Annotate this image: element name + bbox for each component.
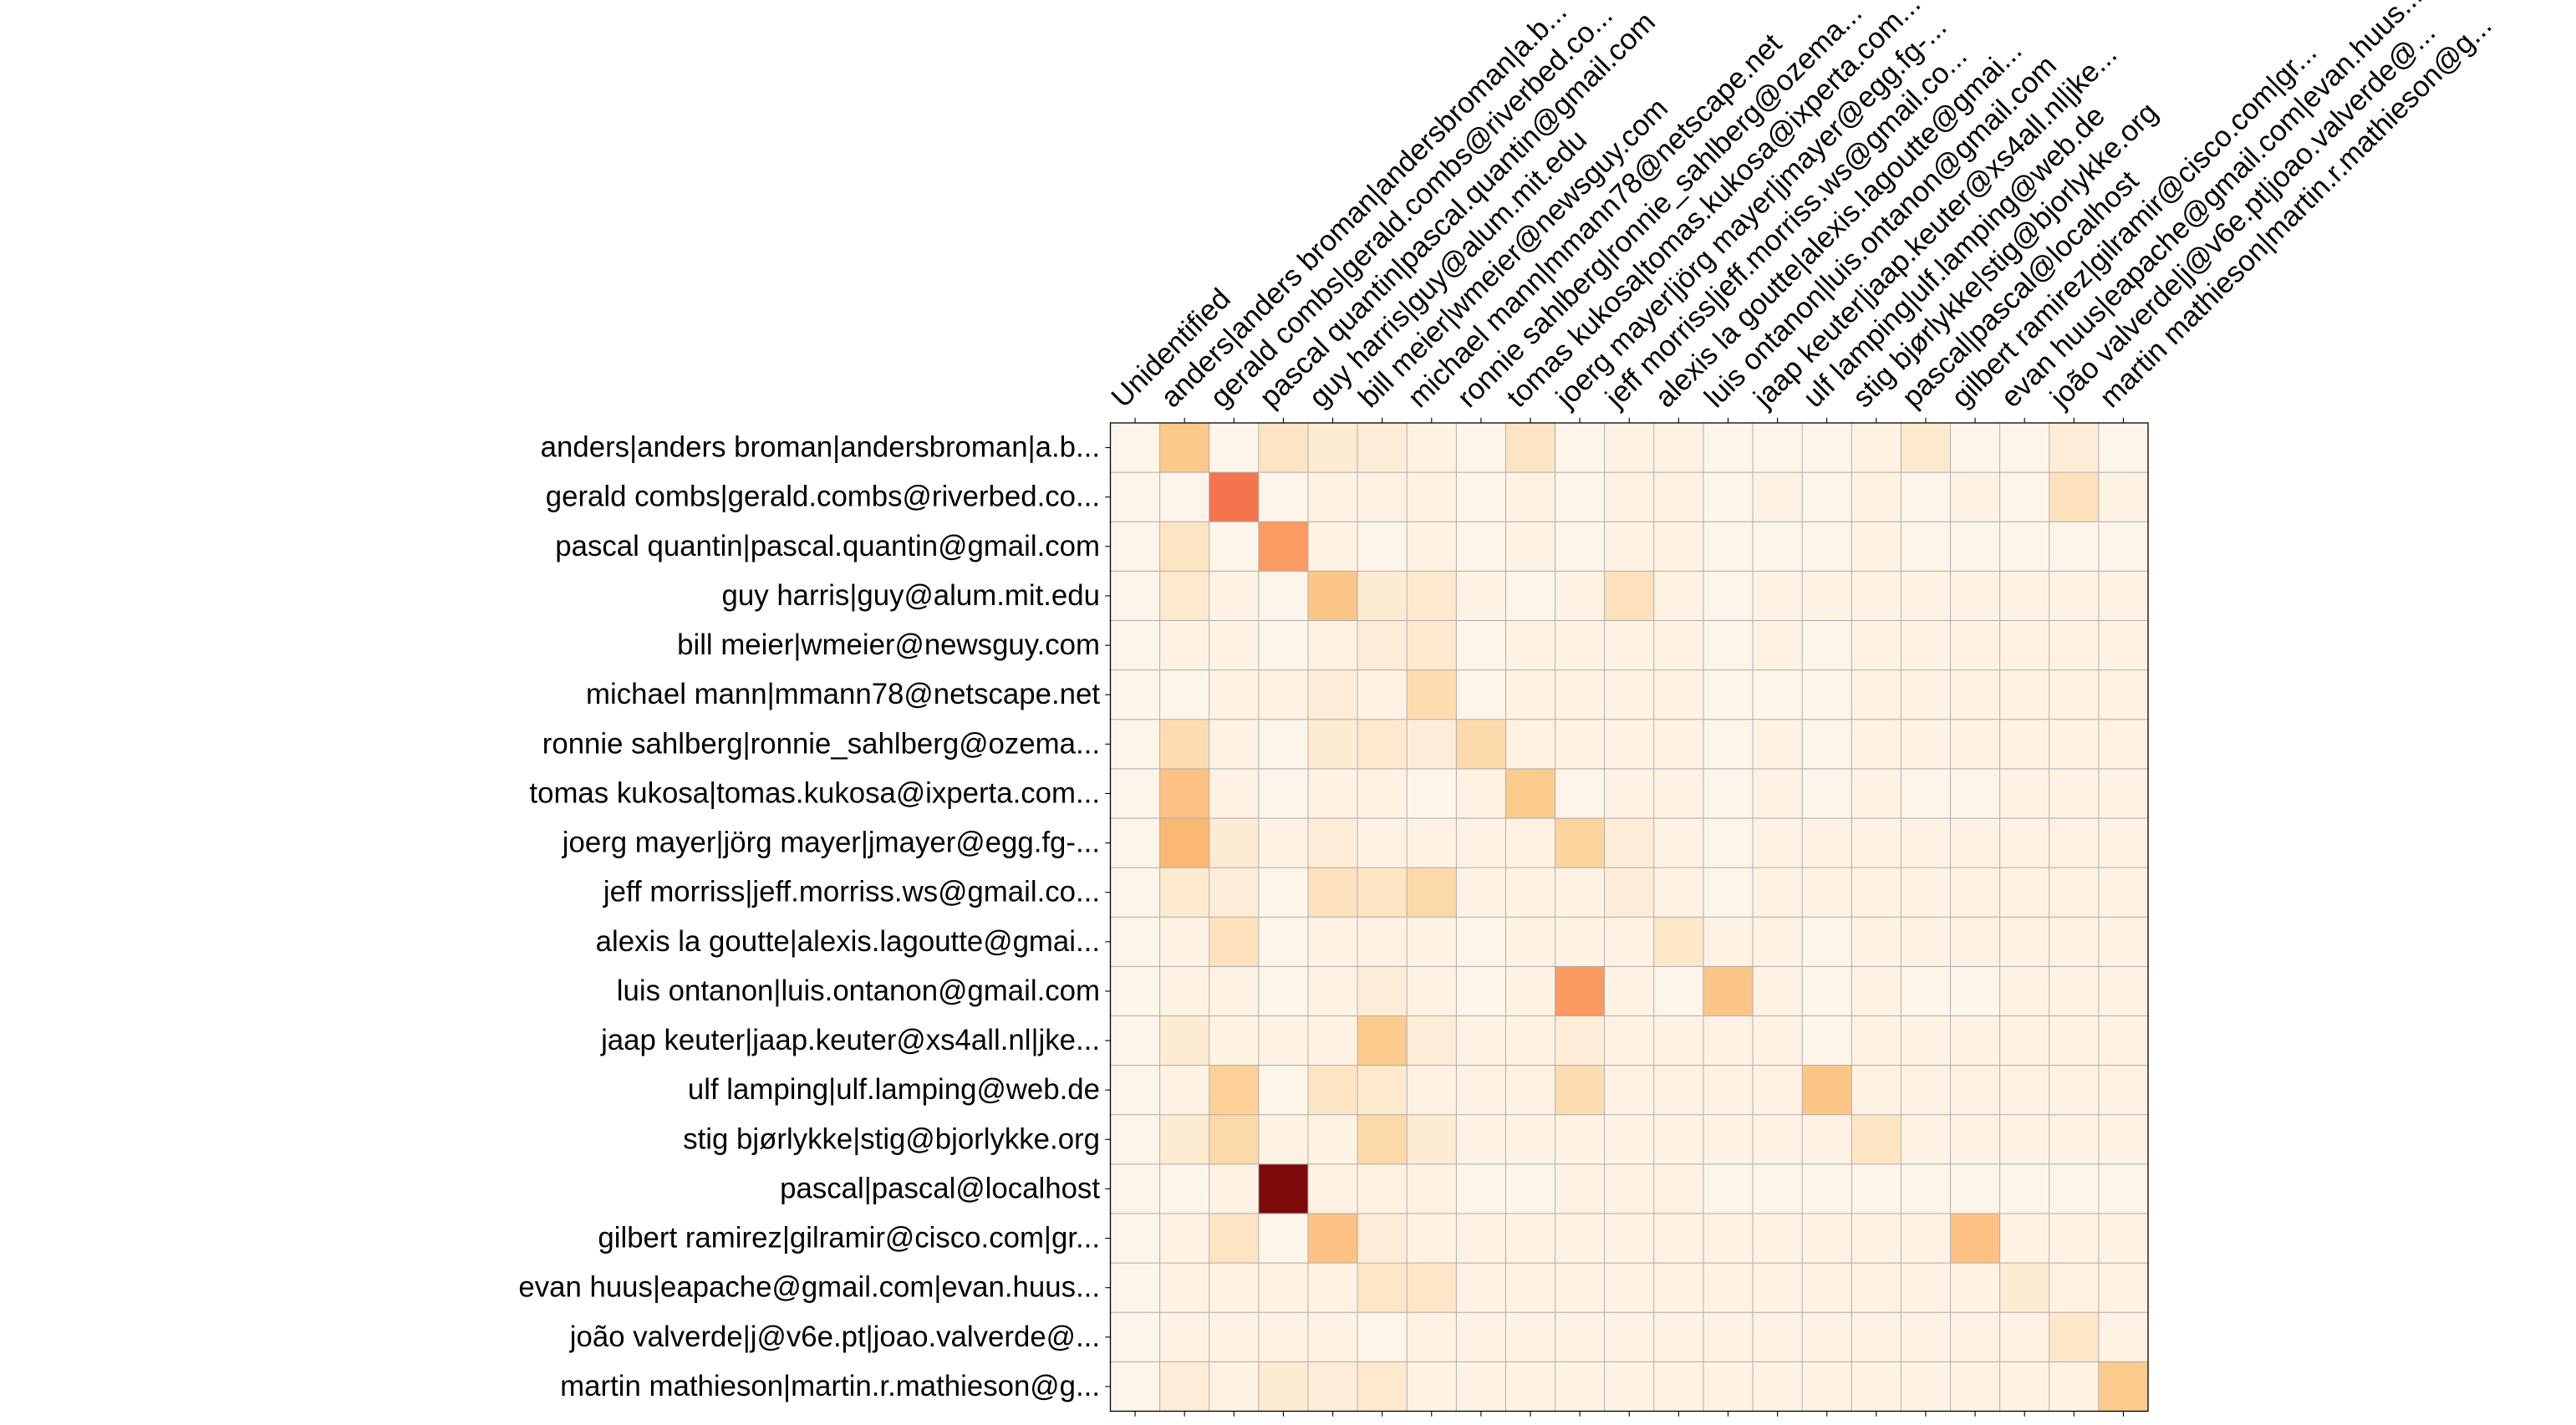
svg-text:pascal quantin|pascal.quantin@: pascal quantin|pascal.quantin@gmail.com bbox=[555, 530, 1100, 562]
svg-text:joão valverde|j@v6e.pt|joao.va: joão valverde|j@v6e.pt|joao.valverde@... bbox=[569, 1321, 1100, 1353]
svg-text:gerald combs|gerald.combs@rive: gerald combs|gerald.combs@riverbed.co... bbox=[546, 481, 1100, 513]
svg-text:bill meier|wmeier@newsguy.com: bill meier|wmeier@newsguy.com bbox=[677, 629, 1100, 661]
svg-text:guy harris|guy@alum.mit.edu: guy harris|guy@alum.mit.edu bbox=[722, 579, 1100, 612]
svg-text:pascal|pascal@localhost: pascal|pascal@localhost bbox=[780, 1172, 1100, 1204]
svg-text:joerg mayer|jörg mayer|jmayer@: joerg mayer|jörg mayer|jmayer@egg.fg-... bbox=[562, 827, 1100, 859]
svg-text:luis ontanon|luis.ontanon@gmai: luis ontanon|luis.ontanon@gmail.com bbox=[617, 975, 1100, 1007]
svg-text:michael mann|mmann78@netscape.: michael mann|mmann78@netscape.net bbox=[586, 678, 1100, 710]
svg-text:ronnie sahlberg|ronnie_sahlber: ronnie sahlberg|ronnie_sahlberg@ozema... bbox=[542, 727, 1100, 760]
svg-text:jeff morriss|jeff.morriss.ws@g: jeff morriss|jeff.morriss.ws@gmail.co... bbox=[603, 876, 1100, 908]
svg-text:jaap keuter|jaap.keuter@xs4all: jaap keuter|jaap.keuter@xs4all.nl|jke... bbox=[600, 1024, 1100, 1056]
svg-text:gilbert ramirez|gilramir@cisco: gilbert ramirez|gilramir@cisco.com|gr... bbox=[598, 1222, 1100, 1255]
svg-text:ulf lamping|ulf.lamping@web.de: ulf lamping|ulf.lamping@web.de bbox=[688, 1073, 1100, 1106]
svg-text:tomas kukosa|tomas.kukosa@ixpe: tomas kukosa|tomas.kukosa@ixperta.com... bbox=[529, 776, 1100, 809]
svg-text:anders|anders broman|andersbro: anders|anders broman|andersbroman|a.b... bbox=[541, 431, 1100, 464]
svg-text:stig bjørlykke|stig@bjorlykke.: stig bjørlykke|stig@bjorlykke.org bbox=[683, 1122, 1100, 1155]
svg-text:alexis la goutte|alexis.lagout: alexis la goutte|alexis.lagoutte@gmai... bbox=[596, 925, 1100, 958]
svg-text:evan huus|eapache@gmail.com|ev: evan huus|eapache@gmail.com|evan.huus... bbox=[518, 1271, 1100, 1304]
svg-text:martin mathieson|martin.r.math: martin mathieson|martin.r.mathieson@g... bbox=[560, 1370, 1100, 1402]
